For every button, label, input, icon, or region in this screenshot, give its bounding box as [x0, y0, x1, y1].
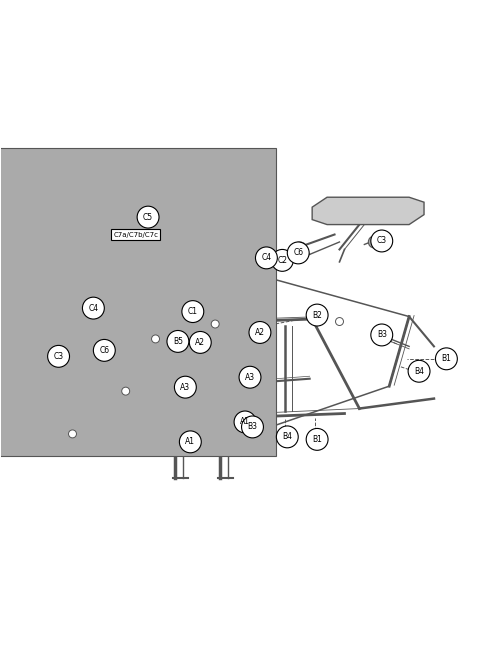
Circle shape [152, 335, 160, 343]
Text: A2: A2 [255, 328, 265, 337]
Polygon shape [14, 321, 91, 349]
Text: B2: B2 [312, 311, 322, 319]
Text: C7a/C7b/C7c: C7a/C7b/C7c [113, 232, 158, 238]
Text: C3: C3 [376, 236, 387, 246]
Circle shape [436, 348, 458, 370]
Text: A2: A2 [196, 338, 205, 347]
Text: B4: B4 [282, 432, 292, 441]
Text: C3: C3 [54, 352, 64, 361]
Circle shape [68, 430, 76, 438]
Text: C6: C6 [293, 248, 304, 257]
Text: A3: A3 [245, 373, 255, 382]
Circle shape [256, 247, 278, 269]
Circle shape [276, 255, 286, 265]
Circle shape [137, 206, 159, 228]
Circle shape [102, 342, 110, 351]
Text: C4: C4 [88, 304, 99, 313]
Text: B5: B5 [173, 337, 183, 346]
Text: A1: A1 [240, 417, 250, 426]
Text: C5: C5 [143, 213, 153, 221]
Circle shape [242, 416, 264, 438]
Circle shape [48, 345, 70, 367]
Text: B3: B3 [377, 330, 387, 340]
Text: B1: B1 [312, 435, 322, 444]
Text: B3: B3 [248, 422, 258, 432]
Circle shape [292, 242, 307, 257]
Text: B1: B1 [442, 355, 452, 363]
FancyBboxPatch shape [0, 148, 276, 456]
Circle shape [408, 360, 430, 382]
Circle shape [368, 236, 380, 248]
Circle shape [182, 300, 204, 323]
Circle shape [306, 428, 328, 451]
Circle shape [412, 366, 422, 376]
Text: B4: B4 [414, 367, 424, 375]
Circle shape [54, 353, 62, 360]
Text: A1: A1 [186, 438, 196, 447]
Text: A3: A3 [180, 383, 190, 392]
Circle shape [288, 242, 309, 264]
Polygon shape [126, 299, 180, 305]
Text: C6: C6 [100, 346, 110, 355]
Circle shape [122, 387, 130, 395]
Circle shape [94, 340, 116, 361]
Text: C2: C2 [278, 256, 287, 265]
Circle shape [336, 317, 344, 325]
Circle shape [371, 230, 392, 252]
Circle shape [174, 376, 197, 398]
Polygon shape [312, 197, 424, 225]
Circle shape [440, 352, 454, 366]
Circle shape [180, 431, 202, 453]
Text: C1: C1 [188, 307, 198, 316]
Circle shape [276, 426, 298, 448]
Circle shape [82, 297, 104, 319]
Text: C4: C4 [262, 253, 272, 263]
Circle shape [234, 411, 256, 433]
Circle shape [211, 320, 219, 328]
Circle shape [249, 321, 271, 343]
Circle shape [272, 249, 293, 271]
Circle shape [239, 366, 261, 388]
Circle shape [167, 330, 189, 353]
Circle shape [84, 303, 96, 315]
Circle shape [371, 324, 392, 346]
Circle shape [306, 304, 328, 326]
Circle shape [190, 332, 211, 353]
